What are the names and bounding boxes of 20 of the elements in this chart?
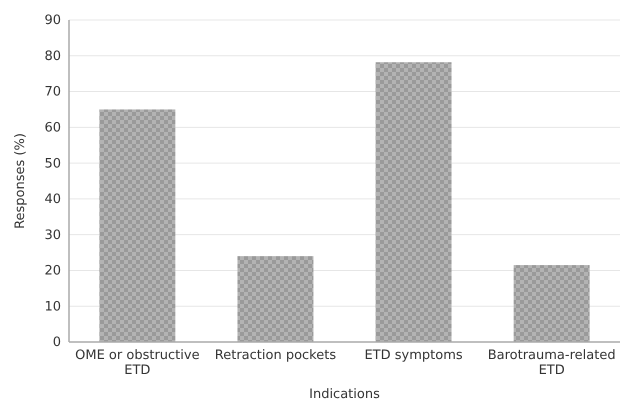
y-tick-label: 90 — [44, 13, 61, 28]
x-tick-label: OME or obstructive ETD — [75, 348, 200, 378]
bar — [99, 109, 176, 342]
y-tick-label: 80 — [44, 48, 61, 64]
x-tick-label: Retraction pockets — [214, 348, 336, 364]
y-axis-title: Responses (%) — [13, 133, 28, 229]
bar — [376, 62, 452, 342]
y-tick-label: 50 — [44, 156, 61, 172]
y-tick-label: 70 — [44, 84, 61, 100]
y-tick-label: 40 — [44, 192, 61, 208]
y-tick-label: 0 — [52, 335, 61, 350]
bar — [237, 256, 314, 342]
x-axis-title: Indications — [309, 387, 380, 402]
y-tick-label: 30 — [44, 228, 61, 243]
x-tick-label: Barotrauma-related ETD — [488, 348, 616, 378]
y-tick-label: 20 — [44, 264, 61, 279]
bar — [514, 265, 590, 342]
y-tick-label: 60 — [44, 120, 61, 136]
x-tick-label: ETD symptoms — [364, 348, 463, 364]
y-tick-label: 10 — [44, 299, 61, 314]
